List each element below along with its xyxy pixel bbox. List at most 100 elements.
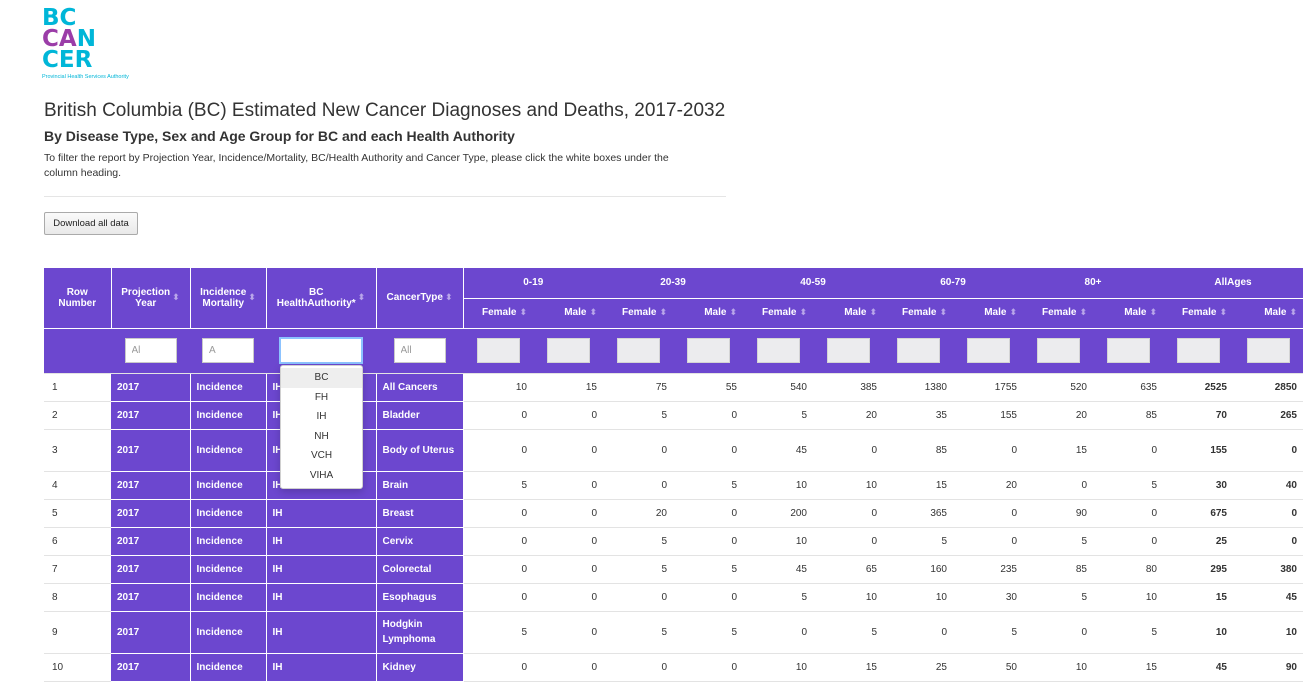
col-header-male-label: Male xyxy=(704,307,727,319)
sort-arrows-icon[interactable]: ⬍ xyxy=(799,307,807,318)
sort-arrows-icon[interactable]: ⬍ xyxy=(444,292,453,303)
col-header-female[interactable]: Female ⬍ xyxy=(463,297,533,328)
numeric-filter-input[interactable] xyxy=(686,338,730,363)
col-header-row-number-l2: Number xyxy=(58,297,97,309)
value-cell: 45 xyxy=(743,555,813,584)
col-header-health-authority[interactable]: BC HealthAuthority*⬍ xyxy=(266,268,377,328)
numeric-filter-input[interactable] xyxy=(616,338,660,363)
value-cell: 5 xyxy=(463,611,533,654)
sort-arrows-icon[interactable]: ⬍ xyxy=(729,307,737,318)
value-cell: 45 xyxy=(743,429,813,472)
cancer-type-filter-input[interactable] xyxy=(393,338,446,363)
sort-arrows-icon[interactable]: ⬍ xyxy=(172,292,180,303)
col-header-female[interactable]: Female ⬍ xyxy=(1163,297,1233,328)
health-authority-filter-input[interactable] xyxy=(280,338,362,363)
cancer-type-cell: Colorectal xyxy=(376,555,464,584)
download-all-data-button[interactable]: Download all data xyxy=(44,212,138,235)
table-row[interactable]: 9 2017 Incidence IH Hodgkin Lymphoma 5 0 5 5 0 5 0 5… xyxy=(44,611,1303,654)
table-row[interactable]: 2 2017 Incidence IH Bladder 0 0 5 0 5 20 35 155 20 85 7… xyxy=(44,401,1303,430)
age-group-header: 80+ xyxy=(1023,268,1163,298)
col-header-female[interactable]: Female ⬍ xyxy=(883,297,953,328)
dropdown-option-viha[interactable]: VIHA xyxy=(309,469,334,481)
sort-arrows-icon[interactable]: ⬍ xyxy=(1289,307,1297,318)
sort-arrows-icon[interactable]: ⬍ xyxy=(869,307,877,318)
sort-arrows-icon[interactable]: ⬍ xyxy=(1079,307,1087,318)
col-header-row-number[interactable]: Row Number xyxy=(44,268,112,328)
value-cell: 5 xyxy=(603,401,673,430)
col-header-female-label: Female xyxy=(761,307,797,319)
row-number-cell: 10 xyxy=(44,653,111,682)
col-header-male[interactable]: Male ⬍ xyxy=(673,297,743,328)
value-cell: 20 xyxy=(1023,401,1093,430)
col-header-male[interactable]: Male ⬍ xyxy=(953,297,1023,328)
row-number-cell: 7 xyxy=(44,555,111,584)
col-header-incidence-mortality[interactable]: Incidence Mortality⬍ xyxy=(190,268,267,328)
age-group-header: 40-59 xyxy=(743,268,883,298)
dropdown-option-vch[interactable]: VCH xyxy=(310,450,333,461)
cancer-type-cell: Brain xyxy=(376,471,464,500)
col-header-female[interactable]: Female ⬍ xyxy=(603,297,673,328)
numeric-filter-input[interactable] xyxy=(756,338,800,363)
numeric-filter-input[interactable] xyxy=(546,338,590,363)
incidence-mortality-filter-input[interactable] xyxy=(202,338,254,363)
projection-year-cell: 2017 xyxy=(111,499,191,528)
numeric-filter-input[interactable] xyxy=(476,338,520,363)
numeric-filter-input[interactable] xyxy=(1246,338,1290,363)
sort-arrows-icon[interactable]: ⬍ xyxy=(939,307,947,318)
col-header-male[interactable]: Male ⬍ xyxy=(1233,297,1303,328)
col-header-male[interactable]: Male ⬍ xyxy=(533,297,603,328)
col-header-cancer-type[interactable]: CancerType ⬍ xyxy=(376,268,464,328)
value-cell: 10 xyxy=(743,527,813,556)
numeric-filter-input[interactable] xyxy=(1106,338,1150,363)
col-header-female-label: Female xyxy=(901,307,937,319)
table-row[interactable]: 7 2017 Incidence IH Colorectal 0 0 5 5 45 65 160 235… xyxy=(44,555,1303,584)
table-row[interactable]: 1 2017 Incidence IH All Cancers 10 15 75 55 540 38… xyxy=(44,373,1303,402)
cancer-type-cell: Esophagus xyxy=(376,583,464,612)
col-header-female[interactable]: Female ⬍ xyxy=(743,297,813,328)
dropdown-option-bc[interactable]: BC xyxy=(281,368,362,388)
projection-year-cell: 2017 xyxy=(111,611,191,654)
value-cell: 5 xyxy=(603,555,673,584)
value-cell: 540 xyxy=(743,373,813,402)
sort-arrows-icon[interactable]: ⬍ xyxy=(1149,307,1157,318)
col-header-projection-year[interactable]: Projection Year ⬍ xyxy=(111,268,191,328)
table-row[interactable]: 4 2017 Incidence IH Brain 5 0 0 5 10 10 15 20 0 5 30 40 xyxy=(44,471,1303,500)
col-header-male[interactable]: Male ⬍ xyxy=(1093,297,1163,328)
col-header-female[interactable]: Female ⬍ xyxy=(1023,297,1093,328)
filter-cell xyxy=(603,327,673,374)
projection-year-cell: 2017 xyxy=(111,401,191,430)
projection-year-filter-input[interactable] xyxy=(124,338,177,363)
age-group-header: 20-39 xyxy=(603,268,743,298)
table-row[interactable]: 5 2017 Incidence IH Breast 0 0 20 0 200 0 365 0 90 0 67… xyxy=(44,499,1303,528)
col-header-male[interactable]: Male ⬍ xyxy=(813,297,883,328)
sort-arrows-icon[interactable]: ⬍ xyxy=(1009,307,1017,318)
table-row[interactable]: 8 2017 Incidence IH Esophagus 0 0 0 0 5 10 10 30 5 10 1… xyxy=(44,583,1303,612)
dropdown-option-nh[interactable]: NH xyxy=(314,430,329,442)
numeric-filter-input[interactable] xyxy=(1036,338,1080,363)
numeric-filter-input[interactable] xyxy=(826,338,870,363)
value-cell: 5 xyxy=(813,611,883,654)
dropdown-option-fh[interactable]: FH xyxy=(314,391,329,403)
sex-header-row: Female ⬍ Male ⬍ Female ⬍ Male ⬍ Female ⬍ Male ⬍ Fema… xyxy=(44,297,1303,328)
logo-line-can-b: N xyxy=(76,26,96,52)
health-authority-dropdown: BC FH IH NH VCH VIHA xyxy=(280,365,363,489)
value-cell: 520 xyxy=(1023,373,1093,402)
value-cell: 365 xyxy=(883,499,953,528)
sort-arrows-icon[interactable]: ⬍ xyxy=(659,307,667,318)
sort-arrows-icon[interactable]: ⬍ xyxy=(519,307,527,318)
table-row[interactable]: 10 2017 Incidence IH Kidney 0 0 0 0 10 15 25 50 10 15 4… xyxy=(44,653,1303,682)
table-row[interactable]: 3 2017 Incidence IH Body of Uterus 0 0 0 0 45 0 85 0… xyxy=(44,429,1303,472)
health-authority-cell: IH xyxy=(266,611,377,654)
numeric-filter-input[interactable] xyxy=(1176,338,1220,363)
value-cell: 15 xyxy=(1023,429,1093,472)
sort-arrows-icon[interactable]: ⬍ xyxy=(248,292,256,303)
projection-year-cell: 2017 xyxy=(111,583,191,612)
dropdown-option-ih[interactable]: IH xyxy=(316,411,327,422)
table-row[interactable]: 6 2017 Incidence IH Cervix 0 0 5 0 10 0 5 0 5 0 25 0 xyxy=(44,527,1303,556)
sort-arrows-icon[interactable]: ⬍ xyxy=(1219,307,1227,318)
sort-arrows-icon[interactable]: ⬍ xyxy=(589,307,597,318)
projection-year-cell: 2017 xyxy=(111,429,191,472)
numeric-filter-input[interactable] xyxy=(896,338,940,363)
numeric-filter-input[interactable] xyxy=(966,338,1010,363)
sort-arrows-icon[interactable]: ⬍ xyxy=(357,292,366,303)
